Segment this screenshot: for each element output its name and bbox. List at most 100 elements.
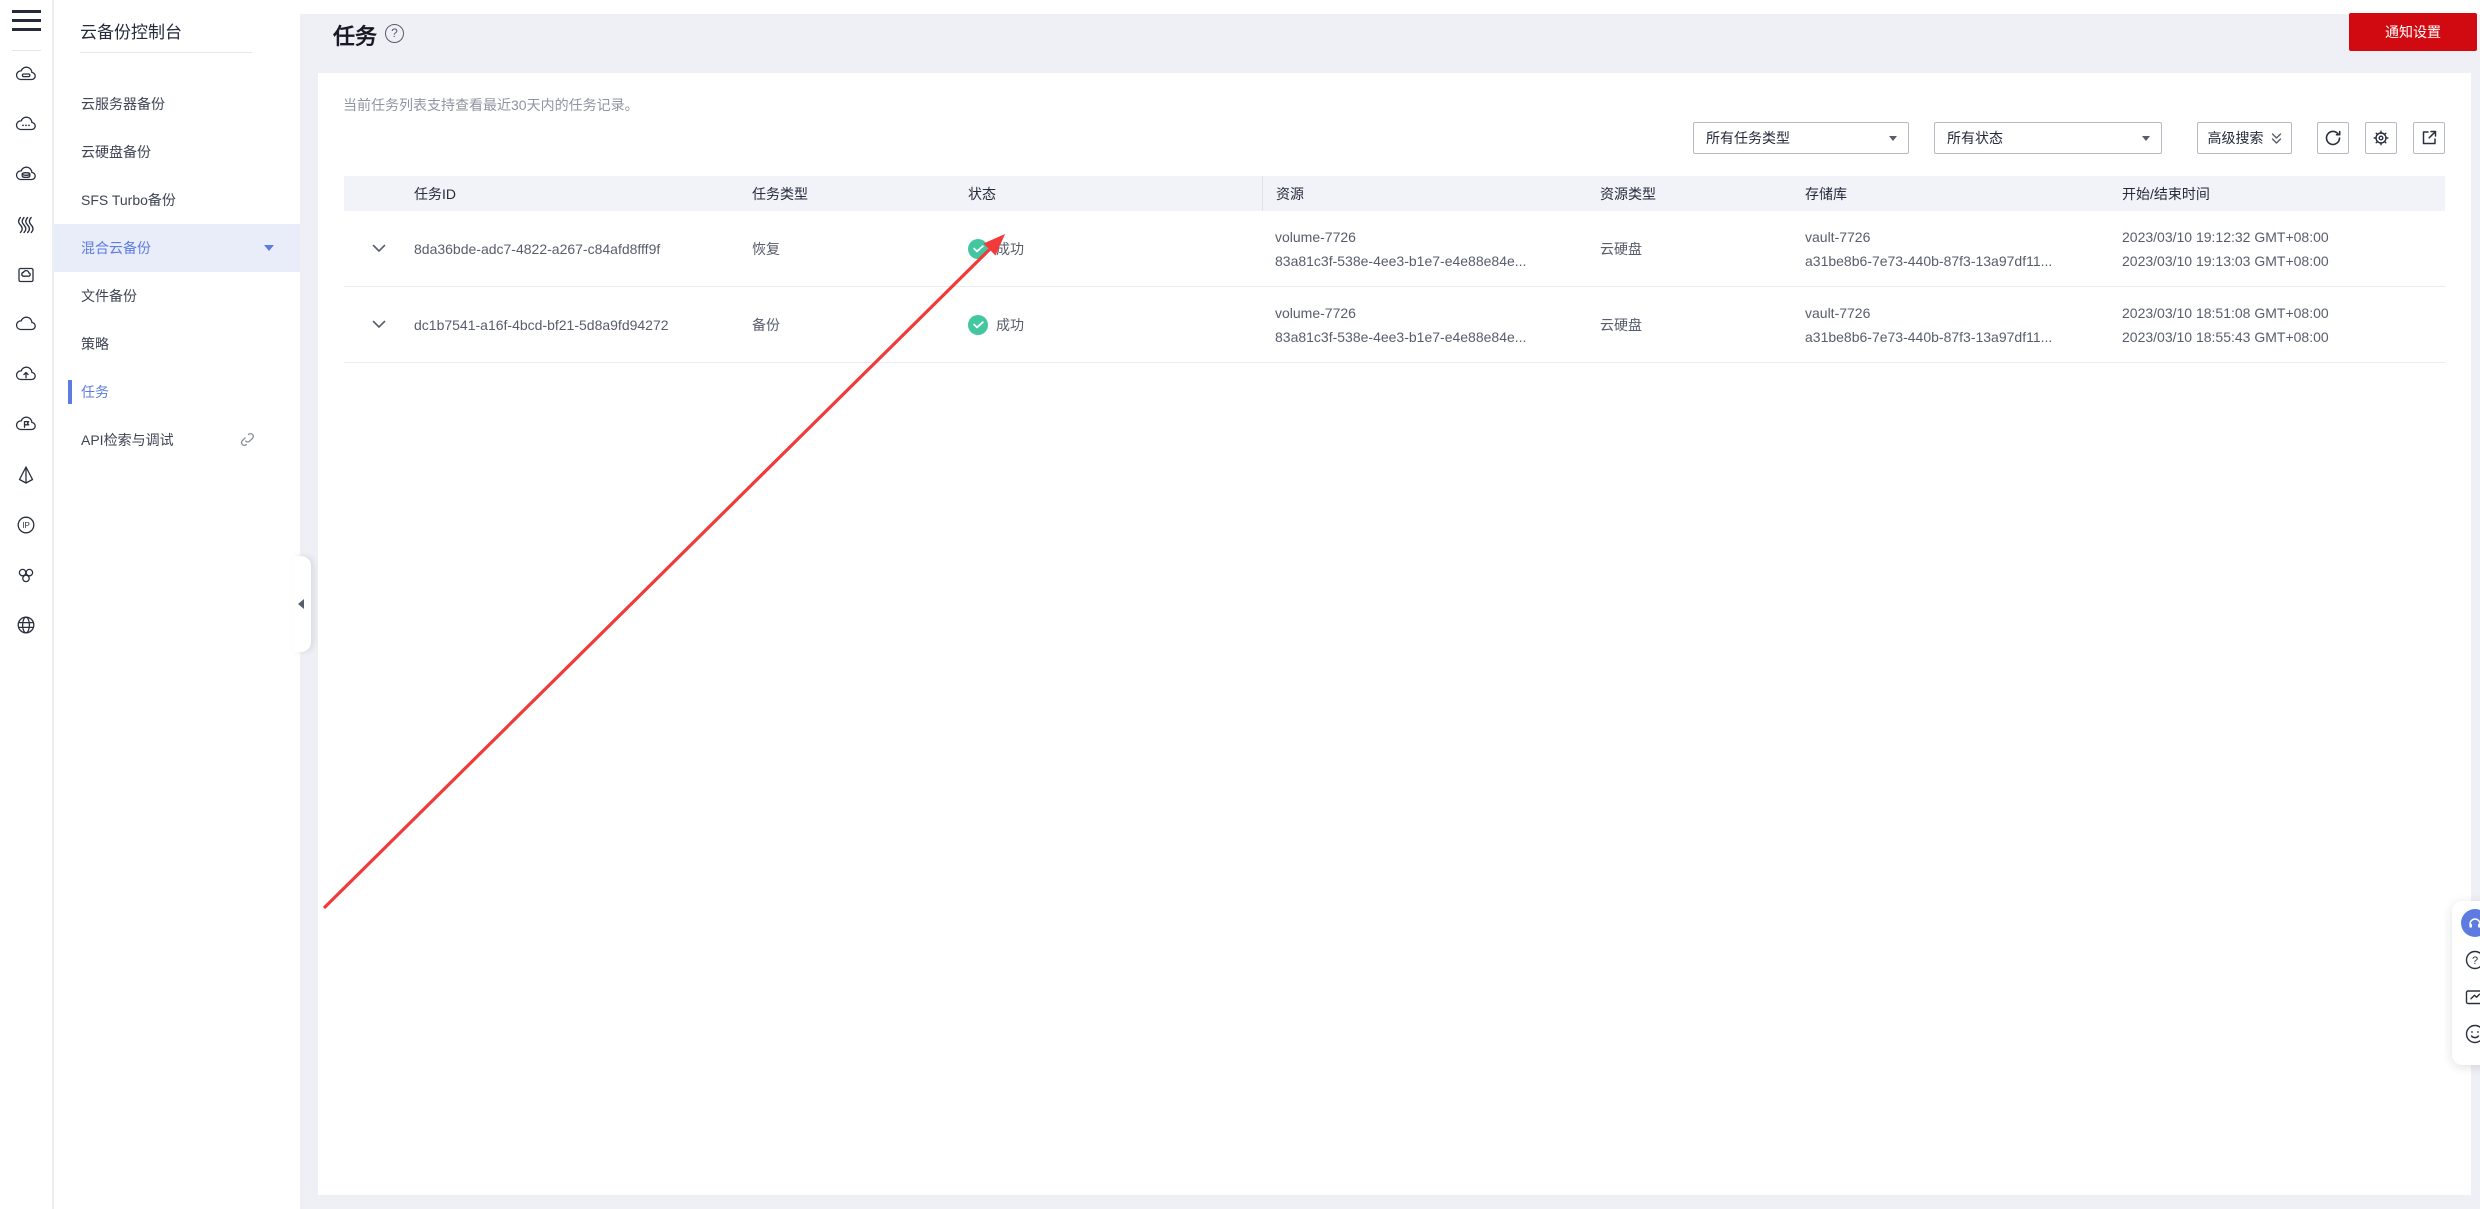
sidebar-item-file-backup[interactable]: 文件备份 (81, 288, 137, 304)
start-time: 2023/03/10 18:51:08 GMT+08:00 (2122, 304, 2329, 321)
cloud-icon[interactable] (15, 314, 37, 336)
notification-settings-button[interactable]: 通知设置 (2349, 13, 2477, 51)
success-check-icon (968, 314, 988, 335)
column-settings-button[interactable] (2365, 122, 2397, 154)
sidebar-item-policy[interactable]: 策略 (81, 336, 109, 352)
vault-id: a31be8b6-7e73-440b-87f3-13a97df11... (1805, 252, 2053, 269)
column-header-task-type: 任务类型 (752, 185, 808, 202)
resource-name: volume-7726 (1275, 228, 1356, 245)
sidebar-menu: 云服务器备份 云硬盘备份 SFS Turbo备份 混合云备份 文件备份 策略 任… (54, 80, 300, 464)
vault-id: a31be8b6-7e73-440b-87f3-13a97df11... (1805, 328, 2053, 345)
double-chevron-down-icon (2271, 132, 2281, 144)
vault-cell: vault-7726 a31be8b6-7e73-440b-87f3-13a97… (1796, 301, 2114, 349)
resource-id: 83a81c3f-538e-4ee3-b1e7-e4e88e84e... (1275, 328, 1527, 345)
status-select[interactable]: 所有状态 (1934, 122, 2162, 154)
end-time: 2023/03/10 19:13:03 GMT+08:00 (2122, 252, 2329, 269)
table-header: 任务ID 任务类型 状态 资源 资源类型 存储库 开始/结束时间 (344, 176, 2445, 211)
helper-panel: ? (2452, 901, 2480, 1065)
box-cloud-icon[interactable] (15, 264, 37, 286)
status-text: 成功 (996, 240, 1024, 257)
globe-icon[interactable] (15, 614, 37, 636)
console-title: 云备份控制台 (80, 23, 182, 42)
filter-toolbar: 所有任务类型 所有状态 高级搜索 (1693, 122, 2445, 154)
cloud-flag-icon[interactable] (15, 414, 37, 436)
task-id: dc1b7541-a16f-4bcd-bf21-5d8a9fd94272 (414, 316, 669, 333)
time-cell: 2023/03/10 18:51:08 GMT+08:00 2023/03/10… (2114, 301, 2445, 349)
status-text: 成功 (996, 316, 1024, 333)
top-strip (300, 0, 2480, 14)
cluster-icon[interactable] (15, 564, 37, 586)
sidebar-item-cloud-disk-backup[interactable]: 云硬盘备份 (81, 144, 151, 160)
task-type-select[interactable]: 所有任务类型 (1693, 122, 1909, 154)
svg-text:IP: IP (22, 521, 30, 530)
resource-id: 83a81c3f-538e-4ee3-b1e7-e4e88e84e... (1275, 252, 1527, 269)
cloud-upload-icon[interactable] (15, 364, 37, 386)
cloud-disk-icon[interactable] (15, 164, 37, 186)
sidebar-divider (80, 52, 252, 53)
start-time: 2023/03/10 19:12:32 GMT+08:00 (2122, 228, 2329, 245)
column-header-start-end-time: 开始/结束时间 (2122, 185, 2210, 202)
active-indicator (68, 380, 72, 404)
chevron-down-icon (2142, 136, 2150, 141)
rail-divider (12, 50, 41, 51)
resource-type: 云硬盘 (1600, 316, 1642, 333)
page-title: 任务 (333, 24, 378, 49)
feedback-icon[interactable] (2461, 983, 2480, 1011)
table-row: 8da36bde-adc7-4822-a267-c84afd8fff9f 恢复 … (344, 211, 2445, 287)
sidebar-item-sfs-turbo-backup[interactable]: SFS Turbo备份 (81, 192, 176, 208)
refresh-button[interactable] (2317, 122, 2349, 154)
sidebar-item-hybrid-cloud-backup[interactable]: 混合云备份 (54, 224, 300, 272)
sidebar-item-tasks[interactable]: 任务 (54, 368, 300, 416)
column-header-resource-type: 资源类型 (1600, 185, 1656, 202)
svg-text:?: ? (2472, 955, 2478, 967)
column-header-resource: 资源 (1262, 176, 1592, 211)
ip-icon[interactable]: IP (15, 514, 37, 536)
waves-icon[interactable] (15, 214, 37, 236)
smiley-icon[interactable] (2461, 1020, 2480, 1048)
vault-name: vault-7726 (1805, 304, 1871, 321)
help-icon[interactable]: ? (385, 24, 404, 43)
advanced-search-button[interactable]: 高级搜索 (2197, 122, 2292, 154)
column-header-task-id: 任务ID (414, 185, 456, 202)
end-time: 2023/03/10 18:55:43 GMT+08:00 (2122, 328, 2329, 345)
export-icon (2422, 130, 2437, 145)
icon-rail: IP (0, 0, 53, 1209)
sidebar-collapse-handle[interactable] (293, 556, 311, 652)
cloud-ellipsis-icon[interactable] (15, 114, 37, 136)
vault-cell: vault-7726 a31be8b6-7e73-440b-87f3-13a97… (1796, 225, 2114, 273)
success-check-icon (968, 238, 988, 259)
resource-cell: volume-7726 83a81c3f-538e-4ee3-b1e7-e4e8… (1262, 301, 1592, 349)
resource-name: volume-7726 (1275, 304, 1356, 321)
pen-link-icon (238, 431, 255, 448)
content-card: 当前任务列表支持查看最近30天内的任务记录。 所有任务类型 所有状态 高级搜索 … (318, 73, 2471, 1195)
sidebar-item-api-explorer[interactable]: API检索与调试 (54, 416, 300, 464)
task-table: 任务ID 任务类型 状态 资源 资源类型 存储库 开始/结束时间 8da36bd… (344, 176, 2445, 363)
task-retention-notice: 当前任务列表支持查看最近30天内的任务记录。 (343, 97, 639, 113)
sidebar: 云备份控制台 云服务器备份 云硬盘备份 SFS Turbo备份 混合云备份 文件… (54, 0, 300, 1209)
column-header-status: 状态 (968, 185, 996, 202)
gear-icon (2373, 130, 2389, 146)
task-type: 备份 (752, 316, 780, 333)
resource-type: 云硬盘 (1600, 240, 1642, 257)
status-badge: 成功 (968, 314, 1262, 335)
refresh-icon (2325, 130, 2341, 146)
task-id: 8da36bde-adc7-4822-a267-c84afd8fff9f (414, 240, 661, 257)
cloud-server-icon[interactable] (15, 64, 37, 86)
time-cell: 2023/03/10 19:12:32 GMT+08:00 2023/03/10… (2114, 225, 2445, 273)
task-type: 恢复 (752, 240, 780, 257)
expand-chevron-icon[interactable] (372, 244, 386, 253)
help-circle-icon[interactable]: ? (2461, 946, 2480, 974)
chevron-down-icon (1889, 136, 1897, 141)
resource-cell: volume-7726 83a81c3f-538e-4ee3-b1e7-e4e8… (1262, 225, 1592, 273)
sidebar-item-cloud-server-backup[interactable]: 云服务器备份 (81, 96, 165, 112)
prism-icon[interactable] (15, 464, 37, 486)
menu-icon[interactable] (12, 10, 41, 31)
column-header-vault: 存储库 (1805, 185, 1847, 202)
chevron-down-icon (264, 245, 274, 251)
support-headset-icon[interactable] (2461, 909, 2480, 937)
collapse-arrow-icon (298, 599, 304, 609)
export-button[interactable] (2413, 122, 2445, 154)
table-row: dc1b7541-a16f-4bcd-bf21-5d8a9fd94272 备份 … (344, 287, 2445, 363)
expand-chevron-icon[interactable] (372, 320, 386, 329)
vault-name: vault-7726 (1805, 228, 1871, 245)
